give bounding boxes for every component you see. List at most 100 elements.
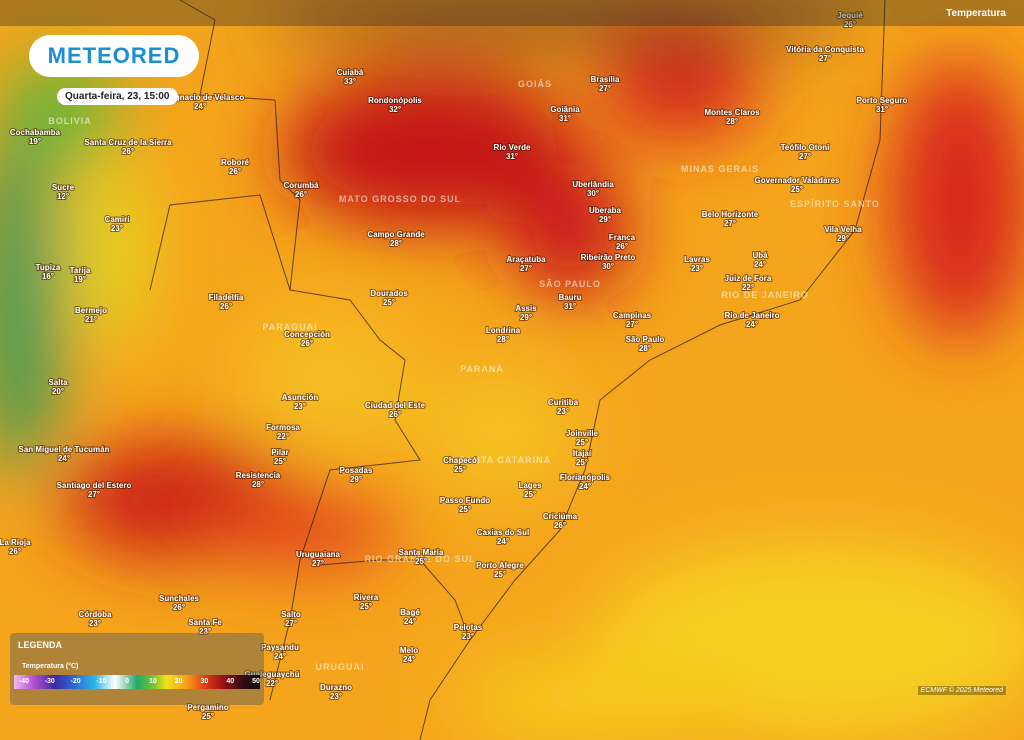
region-label: RIO DE JANEIRO [721,290,809,300]
city-name: Tarija [70,266,91,275]
city-temperature: 23° [111,224,123,233]
legend-tick: -20 [70,678,81,685]
city-name: Campo Grande [367,230,425,239]
city-name: Londrina [486,326,521,335]
city-name: Salta [48,378,68,387]
city-temperature: 26° [389,410,401,419]
city-name: Bermejo [75,306,107,315]
city-name: Gualeguaychú [244,670,299,679]
region-label: PARANÁ [460,364,504,374]
city-name: Santa Cruz de la Sierra [84,138,172,147]
credit: ECMWF © 2025 Meteored [917,686,1006,695]
city-temperature: 26° [616,242,628,251]
city-temperature: 28° [252,480,264,489]
city-name: Sunchales [159,594,200,603]
city-name: Vila Velha [824,225,862,234]
city-temperature: 24° [274,652,286,661]
city-name: Brasília [591,75,620,84]
city-name: Joinville [566,429,599,438]
city-temperature: 28° [497,335,509,344]
city-name: Ubá [752,251,768,260]
city-temperature: 28° [726,117,738,126]
region-label: GOIÁS [518,79,552,89]
city-name: Córdoba [79,610,112,619]
city-temperature: 25° [383,298,395,307]
city-temperature: 24° [194,102,206,111]
datetime: Quarta-feira, 23, 15:00 [57,88,178,105]
city-name: Criciúma [543,512,578,521]
city-name: Goiânia [550,105,580,114]
city-name: Teófilo Otoni [781,143,830,152]
city-temperature: 25° [415,557,427,566]
city-temperature: 16° [42,272,54,281]
region-label: SANTA CATARINA [459,455,551,465]
legend-tick: -10 [96,678,107,685]
city-name: São Paulo [626,335,665,344]
layer-name[interactable]: Temperatura [946,8,1006,19]
city-name: Chapecó [443,456,477,465]
city-temperature: 31° [876,105,888,114]
city-name: Montes Claros [704,108,760,117]
city-temperature: 27° [724,219,736,228]
logo[interactable]: METEORED [29,35,199,77]
city-name: Pilar [271,448,288,457]
region-label: BOLIVIA [48,116,92,126]
city-temperature: 19° [29,137,41,146]
city-temperature: 31° [559,114,571,123]
city-temperature: 25° [202,712,214,721]
borders [149,0,886,740]
city-temperature: 26° [229,167,241,176]
city-name: Franca [609,233,636,242]
city-name: Vitória da Conquista [786,45,864,54]
legend: LEGENDA Temperatura (°C) -40 -30 -20 -10 0 10… [10,633,264,705]
city-name: Governador Valadares [755,176,840,185]
city-name: Bagé [400,608,420,617]
city-name: Ribeirão Preto [581,253,636,262]
city-temperature: 26° [295,190,307,199]
city-temperature: 25° [454,465,466,474]
city-name: Assis [515,304,537,313]
city-temperature: 25° [524,490,536,499]
city-name: Rio de Janeiro [724,311,779,320]
city-name: Pergamino [187,703,228,712]
city-temperature: 27° [520,264,532,273]
city-name: Asunción [282,393,319,402]
region-label: RIO GRANDE DO SUL [364,554,475,564]
city-temperature: 29° [520,313,532,322]
city-name: Rondonópolis [368,96,422,105]
city-temperature: 25° [576,458,588,467]
city-name: San Miguel de Tucumán [19,445,110,454]
region-label: MINAS GERAIS [681,164,759,174]
city-temperature: 27° [285,619,297,628]
city-temperature: 33° [344,77,356,86]
city-temperature: 27° [799,152,811,161]
legend-tick: 0 [125,678,130,685]
city-name: Curitiba [548,398,579,407]
city-temperature: 25° [576,438,588,447]
city-temperature: 25° [494,570,506,579]
city-temperature: 28° [390,239,402,248]
city-temperature: 28° [639,344,651,353]
city-name: Uberlândia [572,180,614,189]
city-name: Posadas [340,466,373,475]
city-temperature: 29° [350,475,362,484]
city-name: Camiri [105,215,130,224]
city-temperature: 24° [403,655,415,664]
city-temperature: 30° [587,189,599,198]
city-temperature: 23° [330,692,342,701]
city-name: San Ignacio de Velasco [156,93,245,102]
city-temperature: 24° [579,482,591,491]
city-temperature: 25° [791,185,803,194]
city-name: Belo Horizonte [702,210,759,219]
city-temperature: 26° [220,302,232,311]
city-name: Corumbá [283,181,319,190]
city-name: Paysandu [261,643,299,652]
city-temperature: 20° [52,387,64,396]
city-name: Formosa [266,423,300,432]
city-name: Passo Fundo [440,496,490,505]
city-name: Durazno [320,683,352,692]
city-temperature: 27° [312,559,324,568]
city-name: Porto Seguro [857,96,908,105]
